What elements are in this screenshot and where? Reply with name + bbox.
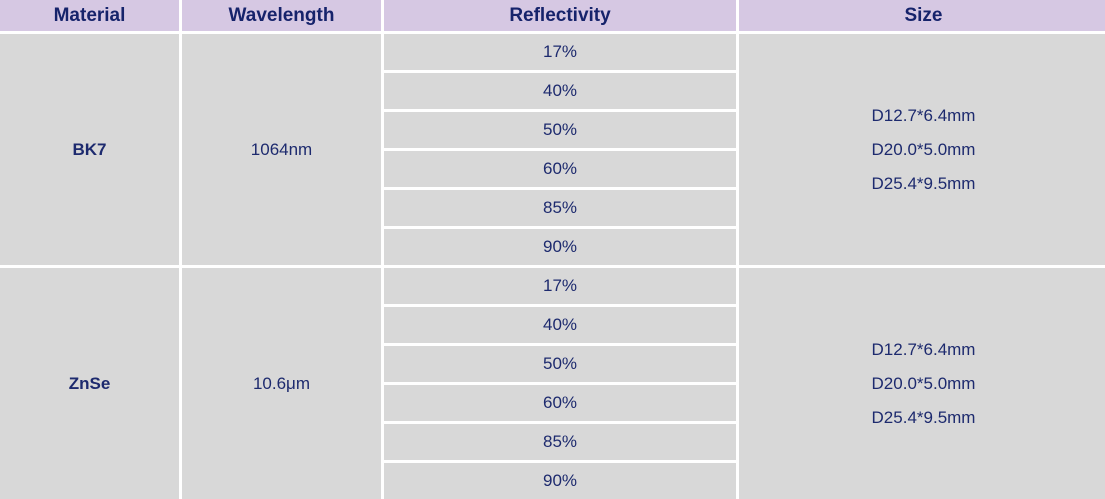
reflectivity-cell: 17% — [384, 34, 736, 70]
material-cell: BK7 — [0, 34, 179, 265]
material-cell: ZnSe — [0, 268, 179, 499]
reflectivity-cell: 85% — [384, 424, 736, 460]
size-value: D12.7*6.4mm — [871, 105, 976, 125]
header-wavelength: Wavelength — [182, 0, 381, 31]
reflectivity-cell: 50% — [384, 112, 736, 148]
reflectivity-cell: 50% — [384, 346, 736, 382]
size-cell: D12.7*6.4mm D20.0*5.0mm D25.4*9.5mm — [739, 34, 1105, 265]
reflectivity-cell: 40% — [384, 73, 736, 109]
reflectivity-cell: 60% — [384, 385, 736, 421]
wavelength-cell: 10.6μm — [182, 268, 381, 499]
size-value: D20.0*5.0mm — [871, 373, 976, 393]
reflectivity-cell: 60% — [384, 151, 736, 187]
size-value: D25.4*9.5mm — [871, 173, 976, 193]
header-size: Size — [739, 0, 1105, 31]
header-material: Material — [0, 0, 179, 31]
reflectivity-cell: 90% — [384, 463, 736, 499]
size-value: D20.0*5.0mm — [871, 139, 976, 159]
size-value: D12.7*6.4mm — [871, 339, 976, 359]
reflectivity-cell: 17% — [384, 268, 736, 304]
reflectivity-cell: 85% — [384, 190, 736, 226]
header-reflectivity: Reflectivity — [384, 0, 736, 31]
reflectivity-cell: 90% — [384, 229, 736, 265]
wavelength-cell: 1064nm — [182, 34, 381, 265]
reflectivity-cell: 40% — [384, 307, 736, 343]
size-value: D25.4*9.5mm — [871, 407, 976, 427]
size-cell: D12.7*6.4mm D20.0*5.0mm D25.4*9.5mm — [739, 268, 1105, 499]
